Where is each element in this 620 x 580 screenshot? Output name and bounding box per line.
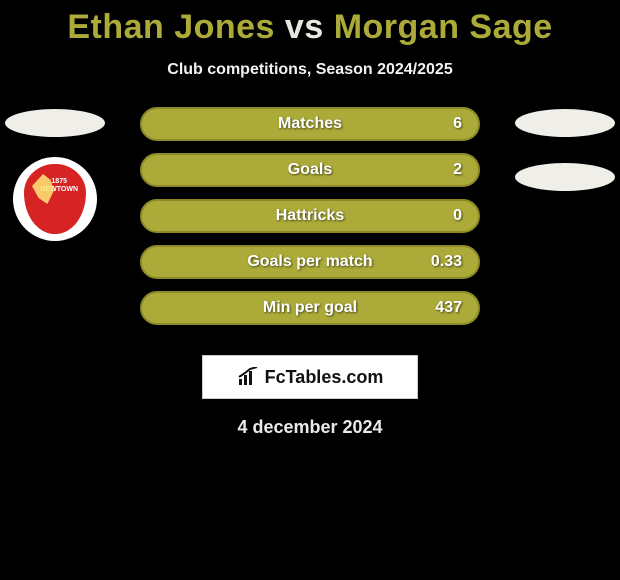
player2-placeholder-ellipse-1 xyxy=(515,109,615,137)
player2-placeholder-ellipse-2 xyxy=(515,163,615,191)
stat-label: Goals per match xyxy=(247,253,372,271)
crest-shield: 1875 NEWTOWN xyxy=(24,164,86,234)
player1-placeholder-ellipse xyxy=(5,109,105,137)
stat-label: Matches xyxy=(278,115,342,133)
stats-area: 1875 NEWTOWN Matches 6 Goals 2 Hattricks… xyxy=(0,107,620,347)
chart-icon xyxy=(237,367,259,387)
title-player1: Ethan Jones xyxy=(67,8,275,46)
title-player2: Morgan Sage xyxy=(334,8,553,46)
brand-text: FcTables.com xyxy=(265,367,384,388)
date-text: 4 december 2024 xyxy=(0,417,620,438)
stat-value: 2 xyxy=(453,161,462,179)
title-vs: vs xyxy=(275,8,334,46)
comparison-card: Ethan Jones vs Morgan Sage Club competit… xyxy=(0,0,620,580)
stat-bar-min-per-goal: Min per goal 437 xyxy=(140,291,480,325)
stat-value: 437 xyxy=(435,299,462,317)
stat-bar-goals: Goals 2 xyxy=(140,153,480,187)
crest-text: 1875 NEWTOWN xyxy=(40,178,78,193)
subtitle: Club competitions, Season 2024/2025 xyxy=(0,61,620,79)
club-crest: 1875 NEWTOWN xyxy=(13,157,97,241)
stat-value: 0 xyxy=(453,207,462,225)
stat-label: Min per goal xyxy=(263,299,357,317)
left-player-col: 1875 NEWTOWN xyxy=(0,107,110,241)
right-player-col xyxy=(510,107,620,191)
stat-bar-matches: Matches 6 xyxy=(140,107,480,141)
brand-box[interactable]: FcTables.com xyxy=(202,355,418,399)
page-title: Ethan Jones vs Morgan Sage xyxy=(0,0,620,47)
stat-bar-hattricks: Hattricks 0 xyxy=(140,199,480,233)
stat-bar-goals-per-match: Goals per match 0.33 xyxy=(140,245,480,279)
stat-label: Hattricks xyxy=(276,207,344,225)
stat-value: 0.33 xyxy=(431,253,462,271)
stat-value: 6 xyxy=(453,115,462,133)
stat-label: Goals xyxy=(288,161,332,179)
stat-bars: Matches 6 Goals 2 Hattricks 0 Goals per … xyxy=(140,107,480,337)
